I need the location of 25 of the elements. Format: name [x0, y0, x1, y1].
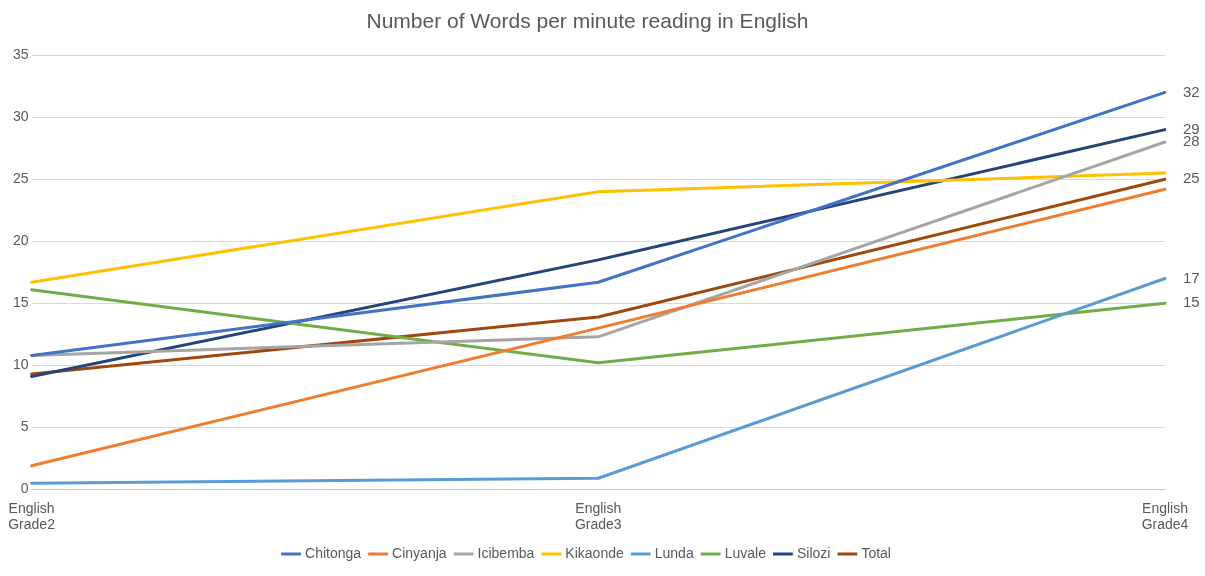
x-tick-label: English Grade3 — [574, 499, 622, 533]
data-label: 17 — [1183, 268, 1200, 286]
data-label: 25 — [1183, 169, 1200, 187]
legend-label: Cinyanja — [392, 544, 447, 561]
legend-label: Kikaonde — [565, 544, 624, 561]
legend-label: Silozi — [796, 544, 831, 561]
data-label: 32 — [1183, 82, 1200, 100]
y-tick-label: 10 — [12, 356, 29, 373]
legend-label: Luvale — [724, 544, 767, 561]
y-tick-label: 30 — [12, 108, 29, 125]
y-tick-label: 5 — [20, 418, 29, 435]
legend-label: Icibemba — [477, 544, 535, 561]
y-tick-label: 35 — [12, 46, 29, 63]
x-tick-label: English Grade4 — [1141, 499, 1189, 533]
y-tick-label: 20 — [12, 232, 29, 249]
legend-label: Lunda — [654, 544, 694, 561]
y-tick-label: 15 — [12, 294, 29, 311]
legend-label: Chitonga — [305, 544, 362, 561]
y-tick-label: 0 — [20, 480, 29, 497]
x-tick-label: English Grade2 — [8, 499, 56, 533]
data-label: 15 — [1183, 293, 1200, 311]
chart-title: Number of Words per minute reading in English — [366, 9, 809, 33]
y-tick-label: 25 — [12, 170, 29, 187]
data-label: 29 — [1183, 119, 1200, 137]
legend-label: Total — [861, 544, 891, 561]
